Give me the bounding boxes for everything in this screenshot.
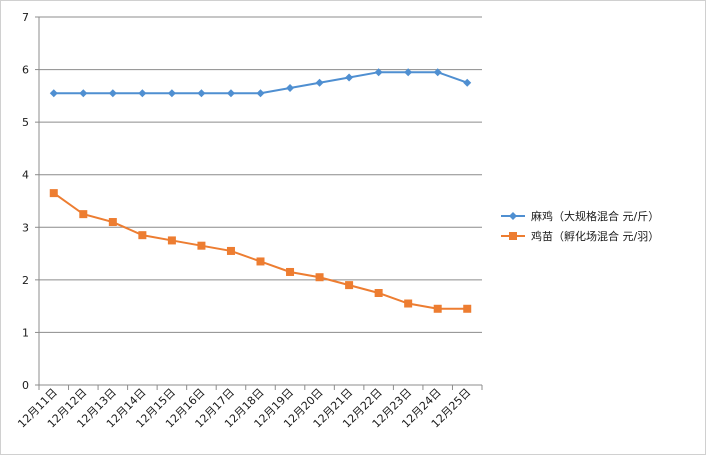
data-point: [404, 299, 413, 308]
data-point: [197, 241, 206, 250]
axes: [35, 16, 483, 390]
y-tick-label: 0: [22, 379, 29, 392]
data-point: [49, 189, 58, 198]
y-tick-label: 2: [22, 274, 29, 287]
x-tick-labels: 12月11日12月12日12月13日12月14日12月15日12月16日12月1…: [15, 386, 473, 431]
data-point: [256, 257, 265, 266]
data-point: [108, 89, 117, 98]
series-2: [49, 189, 472, 313]
legend-marker-icon: [509, 232, 517, 240]
data-point: [374, 289, 383, 297]
data-point: [138, 89, 147, 98]
legend-item: 鸡苗（孵化场混合 元/羽）: [501, 229, 659, 243]
data-point: [79, 89, 88, 98]
data-point: [79, 210, 88, 219]
gridlines: [39, 16, 482, 333]
legend-label: 鸡苗（孵化场混合 元/羽）: [531, 229, 659, 243]
data-point: [197, 89, 206, 98]
data-point: [345, 281, 354, 290]
y-tick-label: 6: [22, 64, 29, 77]
data-point: [433, 304, 442, 313]
legend-label: 麻鸡（大规格混合 元/斤）: [531, 209, 659, 223]
data-point: [463, 304, 472, 313]
y-tick-label: 1: [22, 326, 29, 339]
legend-item: 麻鸡（大规格混合 元/斤）: [501, 209, 659, 223]
data-point: [256, 89, 265, 98]
legend: 麻鸡（大规格混合 元/斤） 鸡苗（孵化场混合 元/羽）: [501, 209, 659, 243]
data-point: [374, 68, 383, 77]
y-tick-label: 4: [22, 169, 29, 182]
data-point: [49, 89, 58, 98]
series-1: [49, 68, 472, 98]
data-point: [226, 246, 235, 255]
data-point: [463, 78, 472, 87]
data-point: [286, 83, 295, 92]
legend-marker-icon: [509, 212, 517, 220]
data-point: [286, 267, 295, 276]
data-point: [404, 68, 413, 77]
data-point: [315, 78, 324, 87]
series-line: [53, 192, 468, 310]
data-point: [345, 73, 354, 82]
data-point: [167, 89, 176, 98]
data-point: [315, 273, 324, 282]
data-point: [138, 231, 147, 240]
data-point: [433, 68, 442, 77]
data-point: [226, 89, 235, 98]
y-tick-label: 3: [22, 221, 29, 234]
data-point: [167, 236, 176, 245]
y-tick-label: 7: [22, 11, 29, 24]
series: [49, 68, 472, 313]
y-tick-label: 5: [22, 116, 29, 129]
y-tick-labels: 0 1 2 3 4 5 6 7: [22, 11, 29, 392]
data-point: [108, 218, 117, 227]
